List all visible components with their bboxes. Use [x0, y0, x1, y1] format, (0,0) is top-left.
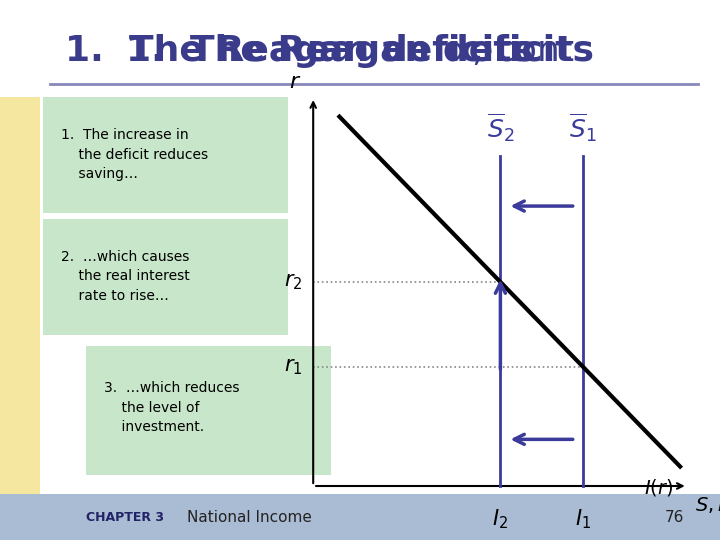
FancyBboxPatch shape: [0, 494, 720, 540]
Text: 2.  …which causes
    the real interest
    rate to rise…: 2. …which causes the real interest rate …: [61, 250, 190, 303]
Text: $I_2$: $I_2$: [492, 508, 508, 531]
Text: $r$: $r$: [289, 72, 302, 92]
Text: $\overline{S}_1$: $\overline{S}_1$: [569, 111, 597, 144]
Text: 1.  The Reagan deficits, cont.: 1. The Reagan deficits, cont.: [61, 35, 659, 68]
FancyBboxPatch shape: [0, 0, 720, 97]
Text: 1.  The Reagan deficits: 1. The Reagan deficits: [65, 35, 533, 68]
Text: 1.  The Reagan deficits: 1. The Reagan deficits: [126, 35, 594, 68]
Text: National Income: National Income: [187, 510, 312, 525]
FancyBboxPatch shape: [43, 97, 288, 213]
Text: 1.  The increase in
    the deficit reduces
    saving…: 1. The increase in the deficit reduces s…: [61, 129, 208, 181]
Text: 76: 76: [665, 510, 684, 525]
FancyBboxPatch shape: [0, 43, 40, 497]
FancyBboxPatch shape: [43, 219, 288, 335]
Text: CHAPTER 3: CHAPTER 3: [86, 511, 164, 524]
Text: $r_1$: $r_1$: [284, 356, 302, 376]
Text: $S, I$: $S, I$: [695, 495, 720, 515]
Text: 3.  …which reduces
    the level of
    investment.: 3. …which reduces the level of investmen…: [104, 381, 240, 434]
Text: $I_1$: $I_1$: [575, 508, 591, 531]
Text: $I(r)$: $I(r)$: [644, 477, 673, 498]
FancyBboxPatch shape: [86, 346, 331, 475]
Text: , cont.: , cont.: [472, 35, 586, 68]
Text: $\overline{S}_2$: $\overline{S}_2$: [487, 111, 514, 144]
Text: $r_2$: $r_2$: [284, 272, 302, 292]
